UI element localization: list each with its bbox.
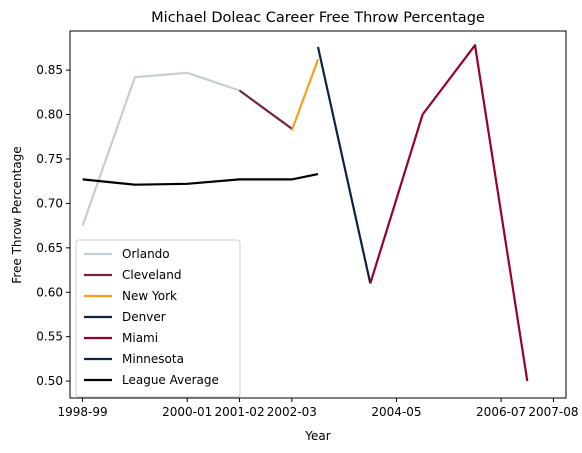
legend-label-new-york: New York: [122, 289, 177, 303]
x-tick-label: 2002-03: [267, 405, 317, 419]
legend-label-miami: Miami: [122, 331, 158, 345]
series-line-new-york: [290, 59, 320, 131]
y-tick-label: 0.65: [36, 241, 63, 255]
x-axis-label: Year: [304, 429, 330, 443]
series-line-miami: [369, 44, 529, 382]
x-tick-label: 2001-02: [214, 405, 264, 419]
axis-ticks: 1998-99 2000-01 2001-02 2002-03 2004-05 2006-…: [36, 63, 578, 419]
x-tick-label: 2004-05: [371, 405, 421, 419]
x-tick-label: 2000-01: [162, 405, 212, 419]
y-tick-label: 0.70: [36, 196, 63, 210]
series-line-denver: [316, 46, 372, 284]
legend-label-minnesota: Minnesota: [122, 352, 184, 366]
y-tick-label: 0.55: [36, 330, 63, 344]
series-line-league-average: [82, 173, 319, 186]
x-tick-label: 1998-99: [57, 405, 107, 419]
x-tick-label: 2006-07: [476, 405, 526, 419]
y-tick-label: 0.60: [36, 285, 63, 299]
axes-frame: [69, 30, 567, 399]
y-tick-label: 0.50: [36, 374, 63, 388]
plot-area: [81, 44, 529, 382]
y-tick-label: 0.75: [36, 152, 63, 166]
chart-title: Michael Doleac Career Free Throw Percent…: [151, 10, 485, 26]
legend-label-league-average: League Average: [122, 373, 219, 387]
y-axis-label: Free Throw Percentage: [10, 146, 24, 283]
legend-box: [75, 239, 241, 398]
legend: Orlando Cleveland New York Denver Miami Minne…: [75, 239, 241, 398]
y-tick-label: 0.85: [36, 63, 63, 77]
y-tick-label: 0.80: [36, 108, 63, 122]
series-line-orlando: [81, 71, 240, 226]
legend-label-denver: Denver: [122, 310, 166, 324]
series-line-cleveland: [238, 89, 293, 130]
legend-label-orlando: Orlando: [122, 247, 170, 261]
legend-label-cleveland: Cleveland: [122, 268, 182, 282]
x-tick-label: 2007-08: [528, 405, 578, 419]
